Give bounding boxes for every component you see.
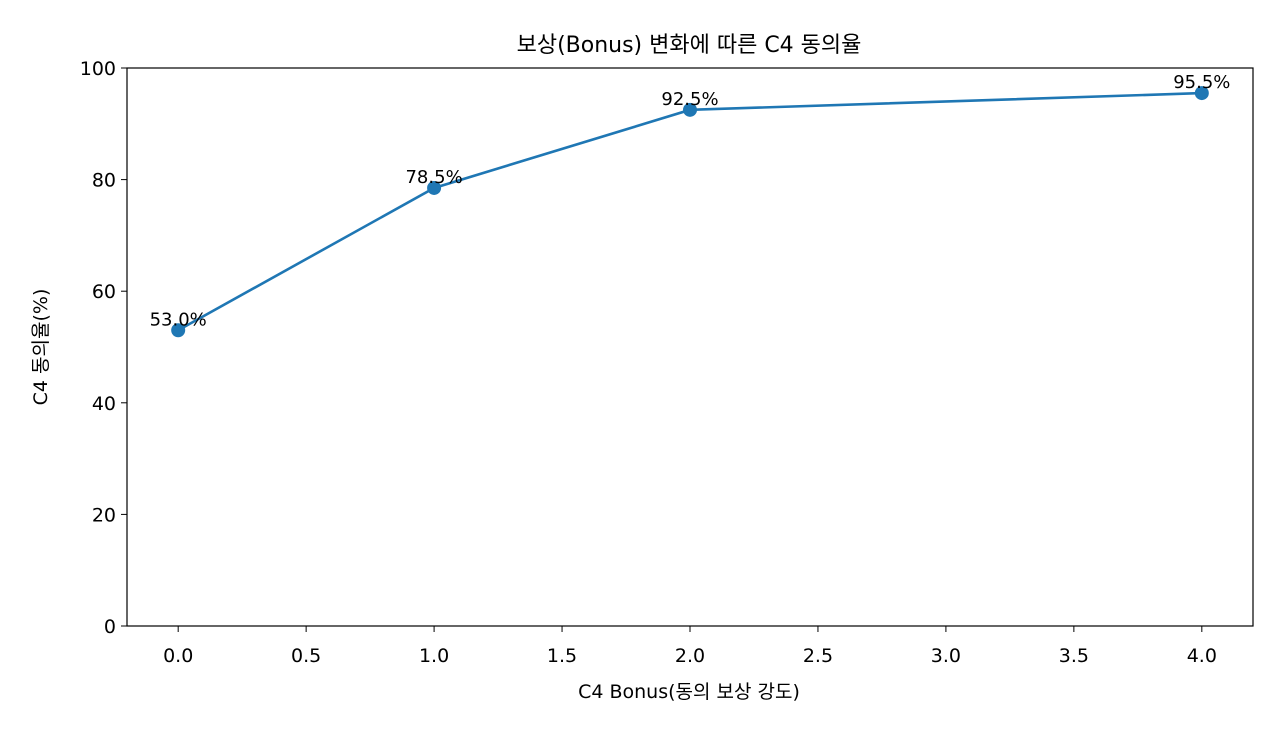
y-tick-label: 100	[80, 58, 116, 80]
y-tick-label: 60	[92, 281, 116, 303]
x-tick-label: 2.0	[675, 645, 705, 667]
x-axis-title: C4 Bonus(동의 보상 강도)	[578, 681, 800, 703]
data-point	[1194, 86, 1209, 101]
x-tick-label: 1.5	[547, 645, 577, 667]
y-tick-label: 80	[92, 170, 116, 192]
series-line	[177, 91, 1202, 332]
x-tick-label: 3.5	[1059, 645, 1089, 667]
x-tick-label: 4.0	[1187, 645, 1217, 667]
series-layer: 53.0% 78.5% 92.5% 95.5%	[150, 72, 1230, 338]
data-point	[683, 102, 697, 117]
y-tick-label: 0	[104, 616, 116, 638]
data-point	[427, 180, 442, 195]
x-tick-label: 2.5	[803, 645, 833, 667]
plot-frame	[126, 67, 1254, 627]
y-tick-label: 20	[92, 504, 116, 526]
data-label: 78.5%	[405, 167, 462, 188]
chart-title: 보상(Bonus) 변화에 따른 C4 동의율	[517, 33, 862, 58]
y-tick-label: 40	[92, 393, 116, 415]
data-point	[171, 323, 186, 338]
x-tick-label: 1.0	[419, 645, 449, 667]
axes	[126, 67, 1254, 627]
y-axis-ticks: 0 20 40 60 80 100	[80, 58, 127, 638]
x-tick-label: 3.0	[931, 645, 961, 667]
y-axis-title: C4 동의율(%)	[30, 289, 52, 406]
data-label: 92.5%	[661, 89, 718, 110]
data-label: 53.0%	[150, 309, 207, 330]
x-tick-label: 0.0	[163, 645, 193, 667]
data-label: 95.5%	[1173, 72, 1230, 93]
x-axis-ticks: 0.0 0.5 1.0 1.5 2.0 2.5 3.0 3.5 4.0	[163, 626, 1217, 667]
x-tick-label: 0.5	[291, 645, 321, 667]
